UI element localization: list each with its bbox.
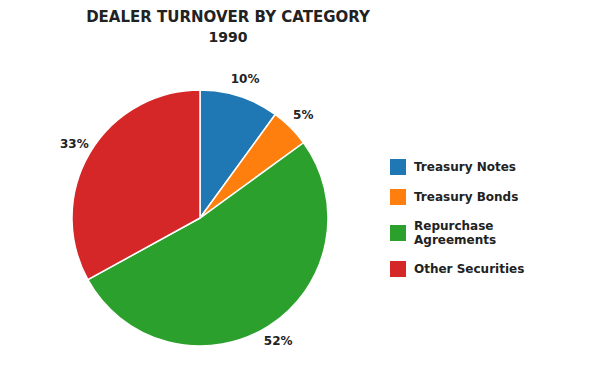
legend-item: Treasury Bonds [390,189,518,205]
pie [72,90,328,346]
data-labels: 10% 5% 52% 33% [60,72,313,348]
legend-swatch [390,225,406,241]
legend-swatch [390,261,406,277]
legend-label: Treasury Bonds [414,190,518,204]
legend-item: RepurchaseAgreements [390,219,496,247]
data-label: 10% [231,72,260,86]
legend-label: Other Securities [414,262,524,276]
legend-swatch [390,189,406,205]
data-label: 33% [60,137,89,151]
slice [72,90,200,280]
data-label: 5% [293,108,313,122]
legend-label: Treasury Notes [414,160,516,174]
legend-item: Treasury Notes [390,159,516,175]
data-label: 52% [264,334,293,348]
subtitle: 1990 [209,29,248,45]
legend-label: RepurchaseAgreements [414,219,496,247]
legend-item: Other Securities [390,261,524,277]
title: DEALER TURNOVER BY CATEGORY [86,8,371,26]
legend-swatch [390,159,406,175]
chart: DEALER TURNOVER BY CATEGORY 1990 10% 5% 52% 3… [0,0,600,392]
legend: Treasury Notes Treasury Bonds RepurchaseAg… [390,159,524,277]
